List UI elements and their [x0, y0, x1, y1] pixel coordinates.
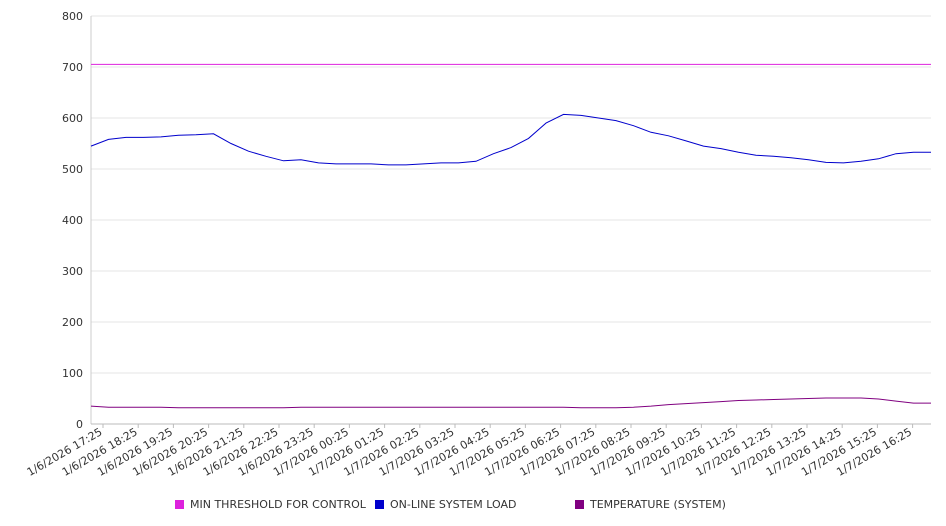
y-tick-label: 200: [62, 316, 83, 329]
legend-item-min-threshold[interactable]: MIN THRESHOLD FOR CONTROL: [175, 498, 366, 511]
legend-label-temperature: TEMPERATURE (SYSTEM): [590, 498, 726, 511]
legend-swatch-system-load: [375, 500, 384, 509]
legend-label-system-load: ON-LINE SYSTEM LOAD: [390, 498, 517, 511]
y-tick-label: 700: [62, 61, 83, 74]
x-axis-ticks: 1/6/2026 17:251/6/2026 18:251/6/2026 19:…: [25, 424, 914, 479]
y-tick-label: 600: [62, 112, 83, 125]
y-tick-label: 500: [62, 163, 83, 176]
y-tick-label: 800: [62, 10, 83, 23]
legend: MIN THRESHOLD FOR CONTROL ON-LINE SYSTEM…: [0, 498, 946, 514]
y-tick-label: 400: [62, 214, 83, 227]
series-line-1: [90, 113, 931, 166]
y-tick-label: 100: [62, 367, 83, 380]
series-lines: [90, 63, 931, 409]
y-tick-label: 300: [62, 265, 83, 278]
legend-swatch-temperature: [575, 500, 584, 509]
y-axis-ticks: 0 100 200 300 400 500 600 700 800: [62, 10, 83, 431]
legend-label-min-threshold: MIN THRESHOLD FOR CONTROL: [190, 498, 366, 511]
legend-swatch-min-threshold: [175, 500, 184, 509]
axes: [90, 16, 931, 425]
legend-item-system-load[interactable]: ON-LINE SYSTEM LOAD: [375, 498, 516, 511]
legend-item-temperature[interactable]: TEMPERATURE (SYSTEM): [575, 498, 726, 511]
series-line-2: [90, 397, 931, 409]
grid-lines: [91, 15, 931, 425]
y-tick-label: 0: [76, 418, 83, 431]
